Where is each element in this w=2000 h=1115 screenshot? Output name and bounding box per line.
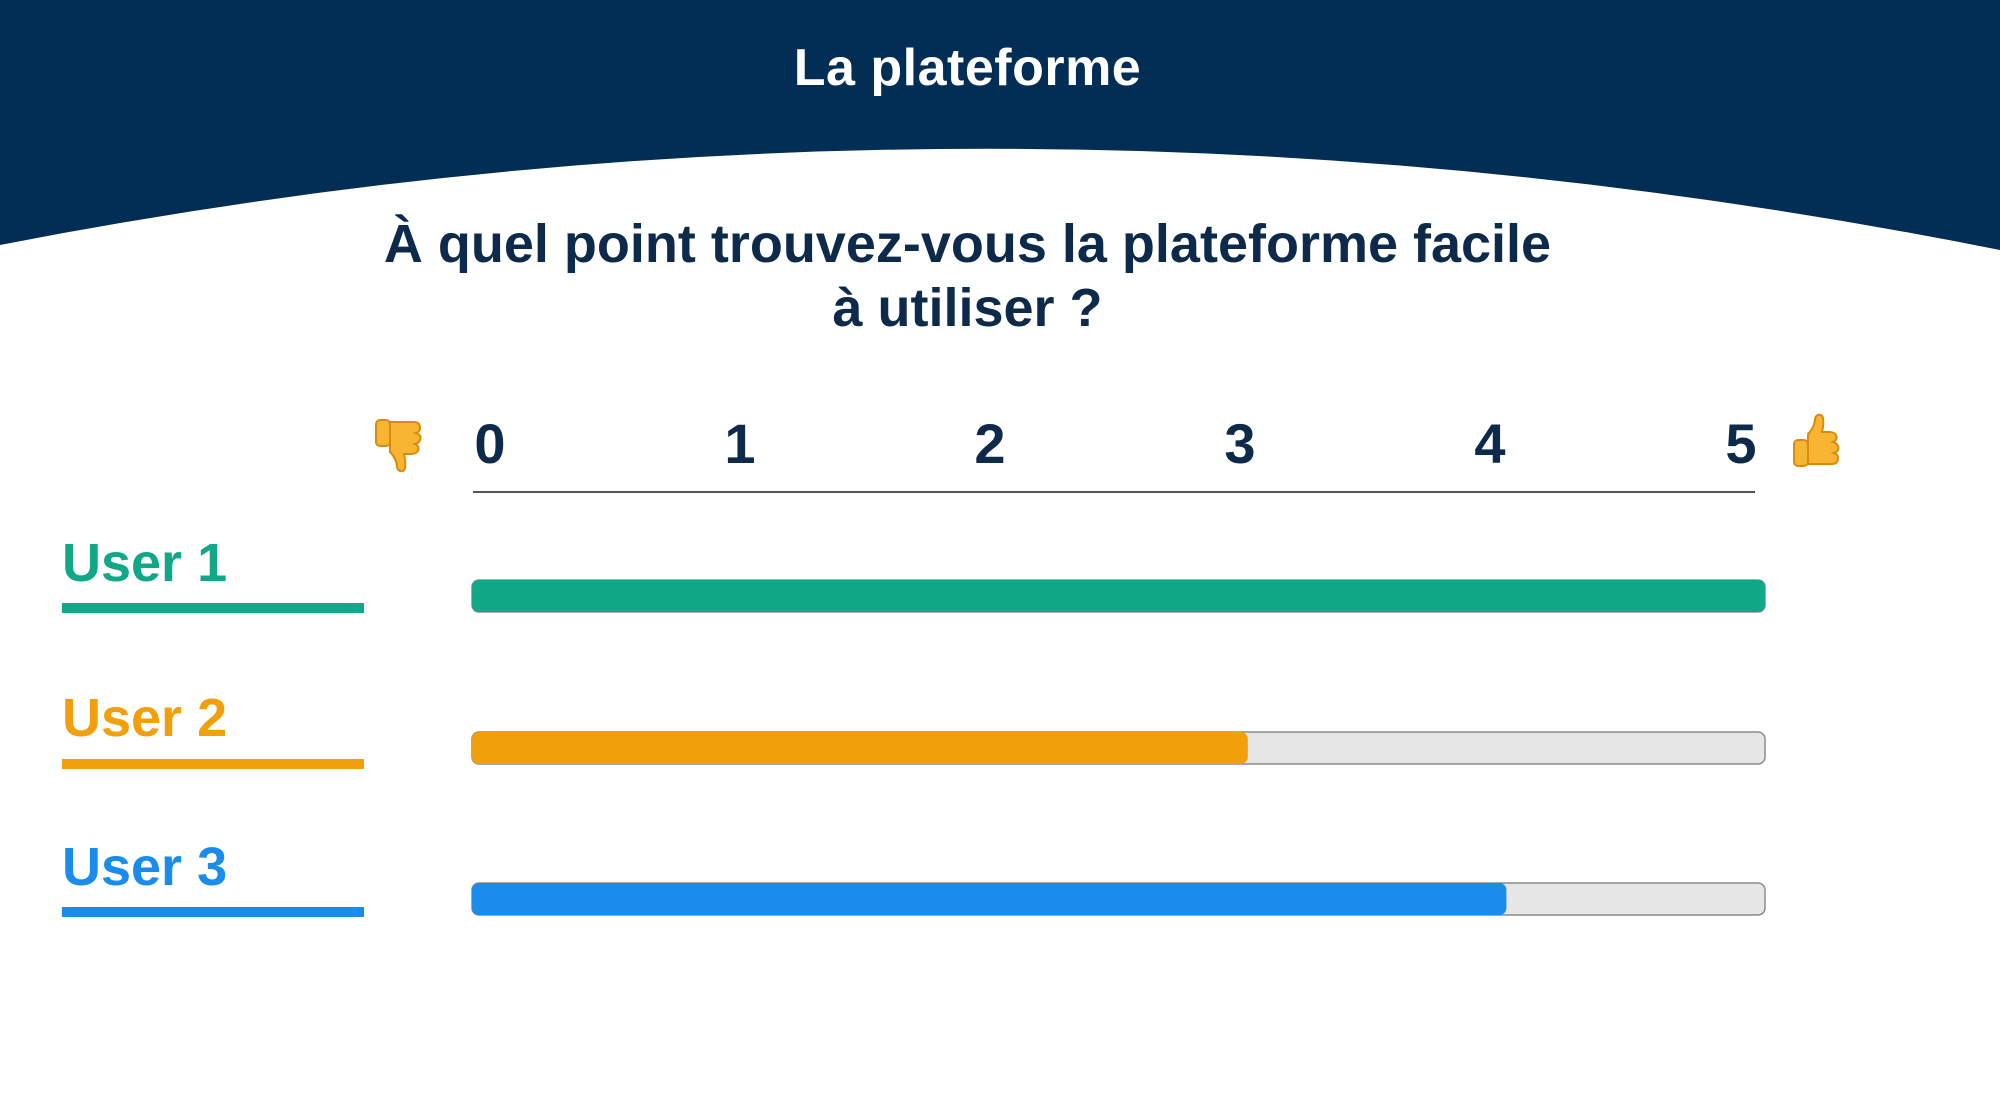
user-label-1: User 1 — [62, 533, 228, 593]
survey-question-line-1: À quel point trouvez-vous la plateforme … — [383, 214, 1552, 274]
survey-question-line-2: à utiliser ? — [832, 278, 1103, 338]
header-banner: La plateforme — [0, 0, 2000, 260]
user-label-2: User 2 — [62, 688, 228, 748]
rating-bar-1 — [472, 580, 1765, 612]
user-label-underline-3 — [62, 907, 364, 917]
thumbs-down-icon — [370, 414, 430, 474]
rating-bar-3 — [472, 883, 1507, 915]
user-label-3: User 3 — [62, 837, 228, 897]
tick-label-3: 3 — [1224, 412, 1255, 475]
scale-ticks: 0 1 2 3 4 5 — [474, 412, 1756, 475]
tick-label-2: 2 — [974, 412, 1005, 475]
page-title: La plateforme — [793, 39, 1142, 97]
tick-label-0: 0 — [474, 412, 505, 475]
user-label-underline-1 — [62, 603, 364, 613]
tick-label-5: 5 — [1725, 412, 1756, 475]
rating-bars — [471, 579, 1766, 916]
thumbs-up-icon — [1788, 412, 1848, 472]
tick-label-4: 4 — [1474, 412, 1505, 475]
header-background — [0, 0, 2000, 250]
user-label-underline-2 — [62, 759, 364, 769]
tick-label-1: 1 — [724, 412, 755, 475]
rating-bar-2 — [472, 732, 1248, 764]
survey-question: À quel point trouvez-vous la plateforme … — [300, 212, 1635, 340]
